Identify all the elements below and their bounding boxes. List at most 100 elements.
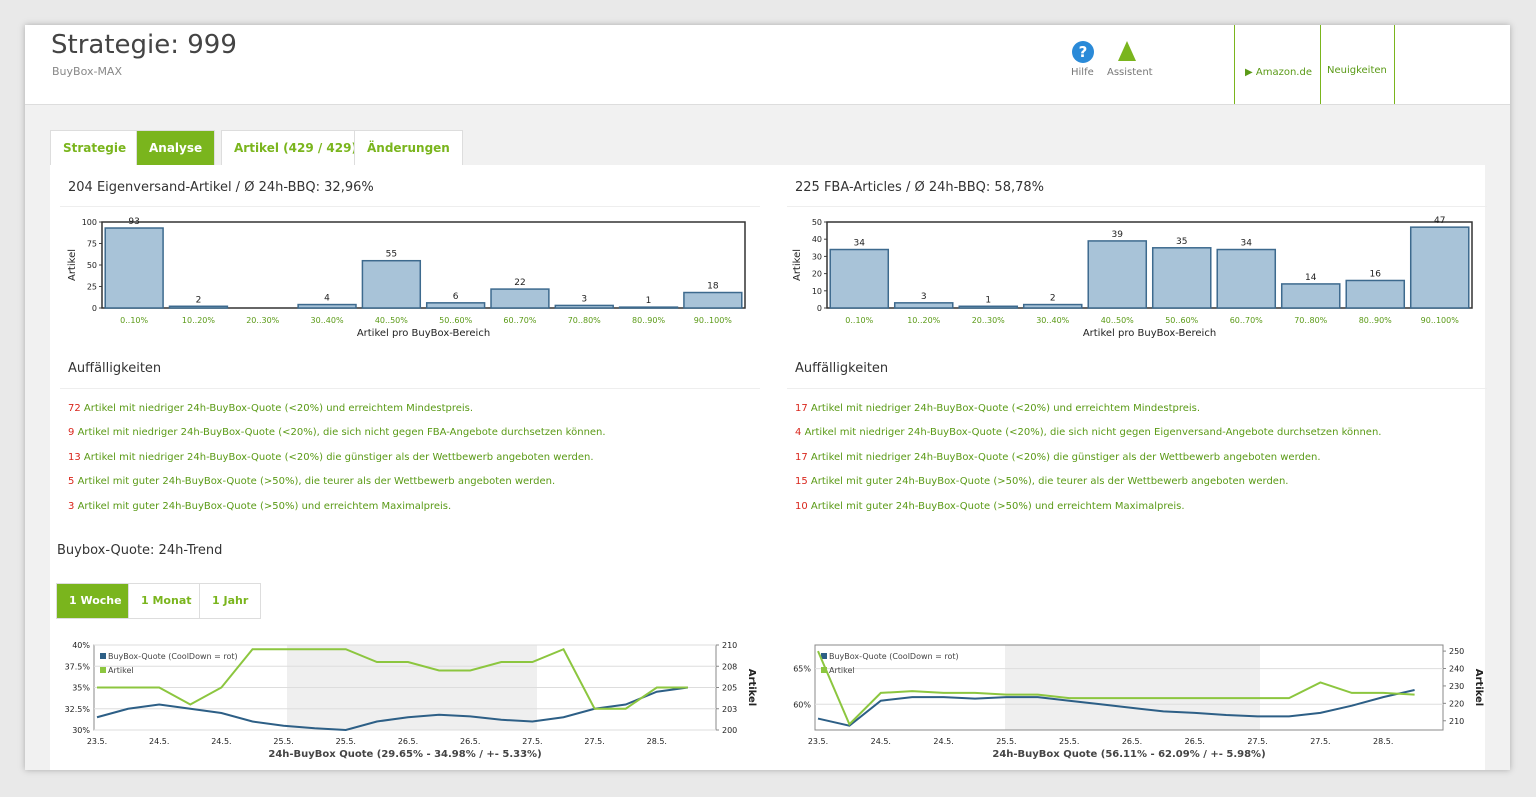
tab[interactable]: Artikel (429 / 429) xyxy=(221,130,370,166)
plot-frame xyxy=(814,644,1444,731)
y2-tick-label: 205 xyxy=(722,684,737,693)
x-tick-label: 25.5. xyxy=(1059,737,1079,746)
note-text: Artikel mit niedriger 24h-BuyBox-Quote (… xyxy=(804,427,1382,439)
x-tick-label: 27.5. xyxy=(1247,737,1267,746)
x-axis-label: Artikel pro BuyBox-Bereich xyxy=(357,328,490,339)
assistant-label[interactable]: Assistent xyxy=(1107,67,1153,78)
bar xyxy=(829,248,890,309)
note-count: 15 xyxy=(795,476,808,488)
x-axis-label: Artikel pro BuyBox-Bereich xyxy=(1083,328,1216,339)
note: 17 Artikel mit niedriger 24h-BuyBox-Quot… xyxy=(795,452,1321,463)
notes-title: Auffälligkeiten xyxy=(68,361,162,376)
x-tick-label: 23.5. xyxy=(87,737,107,746)
bar xyxy=(1409,226,1470,309)
bar xyxy=(1280,283,1341,309)
marketplace-box[interactable]: ▶ Amazon.de xyxy=(1234,25,1321,104)
note: 9 Artikel mit niedriger 24h-BuyBox-Quote… xyxy=(68,427,606,438)
x-tick-label: 24.5. xyxy=(933,737,953,746)
note-text: Artikel mit niedriger 24h-BuyBox-Quote (… xyxy=(83,451,594,463)
legend-swatch xyxy=(821,667,827,673)
data-label: 34 xyxy=(1241,239,1253,249)
x-tick-label: 20..30% xyxy=(246,316,279,325)
y2-tick-label: 210 xyxy=(722,641,737,650)
x-tick-label: 30..40% xyxy=(1036,316,1069,325)
title: Strategie: 999 xyxy=(51,30,237,60)
bar xyxy=(1151,247,1212,309)
note-text: Artikel mit niedriger 24h-BuyBox-Quote (… xyxy=(83,403,474,414)
panel-title: 225 FBA-Articles / Ø 24h-BBQ: 58,78% xyxy=(795,180,1044,195)
x-tick-label: 27.5. xyxy=(522,737,542,746)
y2-tick-label: 203 xyxy=(722,705,737,714)
note: 17 Artikel mit niedriger 24h-BuyBox-Quot… xyxy=(795,403,1200,414)
series-line xyxy=(817,689,1415,727)
tab[interactable]: Strategie xyxy=(50,130,140,166)
bar xyxy=(683,291,743,309)
data-label: 4 xyxy=(324,294,330,304)
y-tick-label: 40% xyxy=(72,641,90,650)
news-box[interactable]: Neuigkeiten xyxy=(1319,25,1395,104)
note-text: Artikel mit guter 24h-BuyBox-Quote (>50%… xyxy=(810,500,1185,512)
line-chart: 30% 32.5% 35% 37.5% 40% 200 203 205 208 210 23.5. 2… xyxy=(65,641,757,760)
help-icon[interactable]: ? xyxy=(1071,40,1095,64)
y-tick-label: 0 xyxy=(92,304,97,313)
data-label: 3 xyxy=(581,294,587,304)
x-axis-label: 24h-BuyBox Quote (56.11% - 62.09% / +- 5… xyxy=(992,749,1265,760)
note-count: 5 xyxy=(68,476,75,488)
marketplace-text[interactable]: Amazon.de xyxy=(1255,67,1312,78)
x-tick-label: 27.5. xyxy=(584,737,604,746)
data-label: 47 xyxy=(1434,216,1445,226)
note-text: Artikel mit niedriger 24h-BuyBox-Quote (… xyxy=(810,403,1201,414)
range-button[interactable]: 1 Monat xyxy=(128,583,205,619)
bar xyxy=(1216,248,1277,309)
note-count: 17 xyxy=(795,403,808,414)
data-label: 2 xyxy=(1050,294,1056,304)
note: 10 Artikel mit guter 24h-BuyBox-Quote (>… xyxy=(795,501,1185,512)
y2-tick-label: 230 xyxy=(1449,682,1464,691)
x-tick-label: 70..80% xyxy=(1294,316,1327,325)
x-tick-label: 70..80% xyxy=(568,316,601,325)
range-button[interactable]: 1 Jahr xyxy=(199,583,262,619)
bar xyxy=(104,227,164,309)
x-tick-label: 26.5. xyxy=(398,737,418,746)
y-tick-label: 65% xyxy=(793,665,811,674)
data-label: 18 xyxy=(707,282,719,292)
x-tick-label: 80..90% xyxy=(1359,316,1392,325)
data-label: 22 xyxy=(514,278,525,288)
panel-title: 204 Eigenversand-Artikel / Ø 24h-BBQ: 32… xyxy=(68,180,374,195)
marketplace-label[interactable]: ▶ Amazon.de xyxy=(1245,67,1312,78)
notes-title: Auffälligkeiten xyxy=(795,361,889,376)
data-label: 55 xyxy=(386,250,397,260)
note: 72 Artikel mit niedriger 24h-BuyBox-Quot… xyxy=(68,403,473,414)
note-count: 4 xyxy=(795,427,802,439)
news-label[interactable]: Neuigkeiten xyxy=(1327,65,1387,76)
assistant-icon[interactable] xyxy=(1115,39,1139,63)
range-button[interactable]: 1 Woche xyxy=(56,583,135,619)
bar xyxy=(297,303,357,309)
y-tick-label: 25 xyxy=(87,283,97,292)
svg-text:?: ? xyxy=(1079,43,1088,61)
data-label: 34 xyxy=(854,239,866,249)
bar xyxy=(958,305,1019,309)
note: 3 Artikel mit guter 24h-BuyBox-Quote (>5… xyxy=(68,501,451,512)
legend-label: Artikel xyxy=(829,666,855,675)
bar xyxy=(361,259,422,309)
y2-tick-label: 208 xyxy=(722,662,737,671)
tab[interactable]: Änderungen xyxy=(354,130,463,166)
y-tick-label: 100 xyxy=(82,218,97,227)
y2-axis-label: Artikel xyxy=(746,669,757,706)
x-tick-label: 25.5. xyxy=(336,737,356,746)
y-tick-label: 40 xyxy=(812,235,822,244)
y2-tick-label: 200 xyxy=(722,726,737,735)
x-tick-label: 50..60% xyxy=(1165,316,1198,325)
tab[interactable]: Analyse xyxy=(136,130,216,166)
legend-swatch xyxy=(821,653,827,659)
x-tick-label: 26.5. xyxy=(1122,737,1142,746)
x-tick-label: 28.5. xyxy=(647,737,667,746)
data-label: 6 xyxy=(453,292,459,302)
y-tick-label: 30 xyxy=(812,252,822,261)
y2-axis-label: Artikel xyxy=(1473,669,1484,706)
help-label[interactable]: Hilfe xyxy=(1071,67,1094,78)
y2-tick-label: 220 xyxy=(1449,699,1464,708)
bar-chart: 0 10 20 30 40 50 34 0..10% 3 10..20% 1 20..30% 2 30..… xyxy=(792,216,1473,339)
bar xyxy=(490,288,550,309)
